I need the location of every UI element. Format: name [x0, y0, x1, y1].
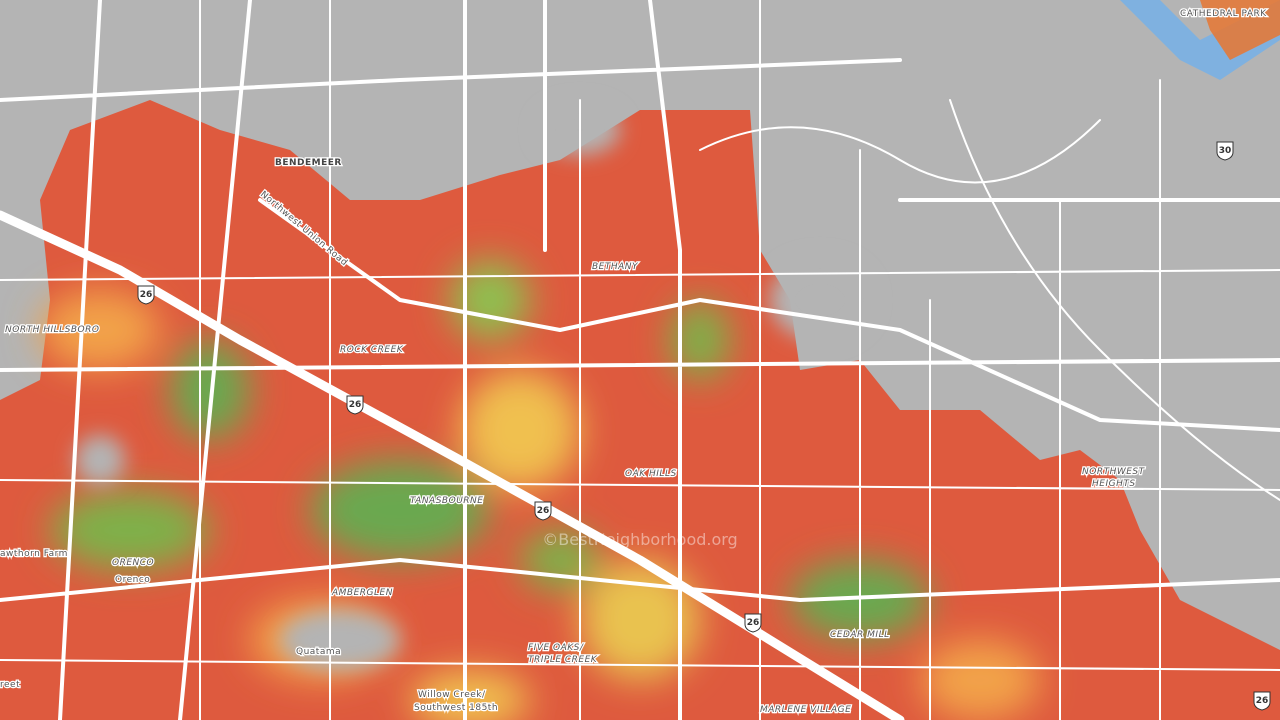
shield-label: 26 [537, 506, 550, 516]
place-label: Orenco [115, 575, 150, 585]
highway-shields: 26 26 26 26 30 26 [137, 141, 1271, 711]
place-label: ORENCO [112, 558, 154, 568]
place-label: NORTHWEST [1082, 467, 1146, 477]
place-label: BETHANY [592, 262, 639, 272]
place-label: reet [0, 680, 20, 690]
shield-label: 26 [349, 400, 362, 410]
place-label: HEIGHTS [1092, 479, 1136, 489]
place-label: CEDAR MILL [830, 630, 890, 640]
place-label: AMBERGLEN [331, 588, 393, 598]
place-label: TANASBOURNE [410, 496, 483, 506]
shield-label: 26 [140, 290, 153, 300]
heat-area [1200, 0, 1280, 60]
place-label: BENDEMEER [275, 158, 342, 168]
place-label: NORTH HILLSBORO [5, 325, 99, 335]
shield-label: 30 [1219, 146, 1232, 156]
heat-layer [0, 100, 1280, 720]
place-label: CATHEDRAL PARK [1180, 9, 1267, 19]
shield-label: 26 [747, 618, 760, 628]
place-label: FIVE OAKS/ [528, 643, 584, 653]
place-label: MARLENE VILLAGE [760, 705, 851, 715]
place-label: awthorn Farm [0, 549, 68, 559]
watermark: ©BestNeighborhood.org [542, 530, 737, 549]
place-label: Quatama [296, 647, 341, 657]
shield-label: 26 [1256, 696, 1269, 706]
place-label: ROCK CREEK [340, 345, 404, 355]
place-label: Southwest 185th [414, 703, 498, 713]
place-label: Willow Creek/ [418, 690, 486, 700]
place-label: TRIPLE CREEK [528, 655, 598, 665]
place-label: OAK HILLS [625, 469, 677, 479]
